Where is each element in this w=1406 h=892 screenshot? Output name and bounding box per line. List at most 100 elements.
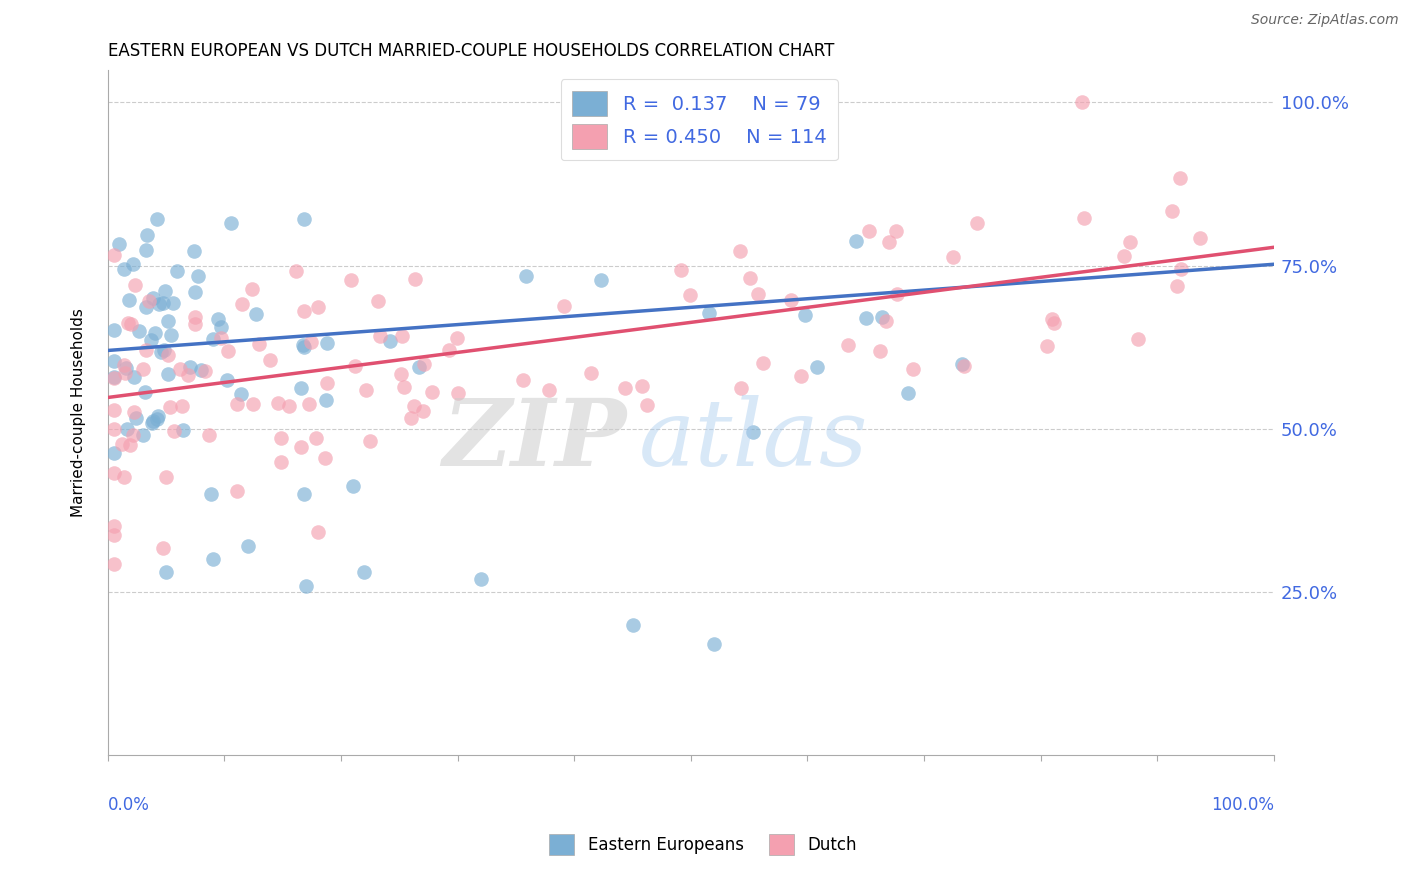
Point [339, 272, 361, 286]
Point [307, 300, 329, 314]
Point [122, 370, 145, 384]
Point [342, 478, 364, 492]
Point [1114, 249, 1136, 263]
Point [305, 431, 328, 445]
Point [877, 235, 900, 250]
Point [789, 369, 811, 384]
Point [389, 367, 412, 381]
Point [103, 466, 125, 480]
Point [314, 450, 336, 465]
Point [179, 359, 201, 374]
Point [209, 320, 232, 334]
Point [267, 395, 290, 409]
Text: EASTERN EUROPEAN VS DUTCH MARRIED-COUPLE HOUSEHOLDS CORRELATION CHART: EASTERN EUROPEAN VS DUTCH MARRIED-COUPLE… [108, 42, 834, 60]
Point [142, 292, 165, 306]
Point [292, 487, 315, 501]
Point [134, 385, 156, 400]
Point [236, 540, 259, 554]
Point [285, 264, 308, 278]
Point [1161, 203, 1184, 218]
Point [226, 483, 249, 498]
Point [679, 288, 702, 302]
Point [198, 428, 221, 442]
Point [621, 617, 644, 632]
Point [316, 336, 339, 351]
Point [201, 552, 224, 566]
Point [132, 427, 155, 442]
Point [103, 248, 125, 262]
Point [278, 399, 301, 413]
Point [103, 519, 125, 533]
Point [368, 328, 391, 343]
Point [135, 227, 157, 242]
Point [870, 310, 893, 324]
Point [515, 269, 537, 284]
Point [367, 294, 389, 309]
Point [1188, 231, 1211, 245]
Point [194, 364, 217, 378]
Point [155, 566, 177, 580]
Point [613, 380, 636, 394]
Point [162, 296, 184, 310]
Point [112, 358, 135, 372]
Point [184, 317, 207, 331]
Point [307, 525, 329, 540]
Point [201, 332, 224, 346]
Point [122, 405, 145, 419]
Point [589, 273, 612, 287]
Point [120, 437, 142, 451]
Point [298, 397, 321, 411]
Point [184, 285, 207, 299]
Point [242, 396, 264, 410]
Point [1170, 170, 1192, 185]
Point [103, 370, 125, 384]
Point [412, 357, 434, 371]
Point [117, 422, 139, 436]
Point [869, 344, 891, 359]
Point [316, 376, 339, 390]
Point [292, 211, 315, 226]
Point [344, 359, 367, 373]
Point [953, 359, 976, 373]
Point [103, 323, 125, 337]
Point [111, 436, 134, 450]
Point [697, 306, 720, 320]
Point [159, 401, 181, 415]
Point [124, 277, 146, 292]
Point [124, 410, 146, 425]
Point [207, 312, 229, 326]
Point [245, 307, 267, 321]
Point [152, 295, 174, 310]
Point [103, 557, 125, 571]
Point [114, 366, 136, 380]
Point [1073, 211, 1095, 226]
Point [146, 412, 169, 426]
Point [149, 344, 172, 359]
Point [884, 224, 907, 238]
Point [378, 334, 401, 349]
Point [512, 373, 534, 387]
Point [103, 403, 125, 417]
Point [886, 286, 908, 301]
Point [845, 234, 868, 248]
Point [295, 578, 318, 592]
Point [740, 271, 762, 285]
Point [103, 528, 125, 542]
Point [231, 296, 253, 310]
Point [141, 417, 163, 431]
Point [903, 362, 925, 376]
Point [875, 313, 897, 327]
Point [1170, 262, 1192, 277]
Point [897, 386, 920, 401]
Point [401, 411, 423, 425]
Point [837, 338, 859, 352]
Point [669, 262, 692, 277]
Point [630, 379, 652, 393]
Text: atlas: atlas [638, 395, 868, 485]
Point [146, 409, 169, 424]
Point [169, 361, 191, 376]
Point [290, 440, 312, 454]
Point [1042, 312, 1064, 326]
Point [190, 363, 212, 377]
Point [177, 368, 200, 383]
